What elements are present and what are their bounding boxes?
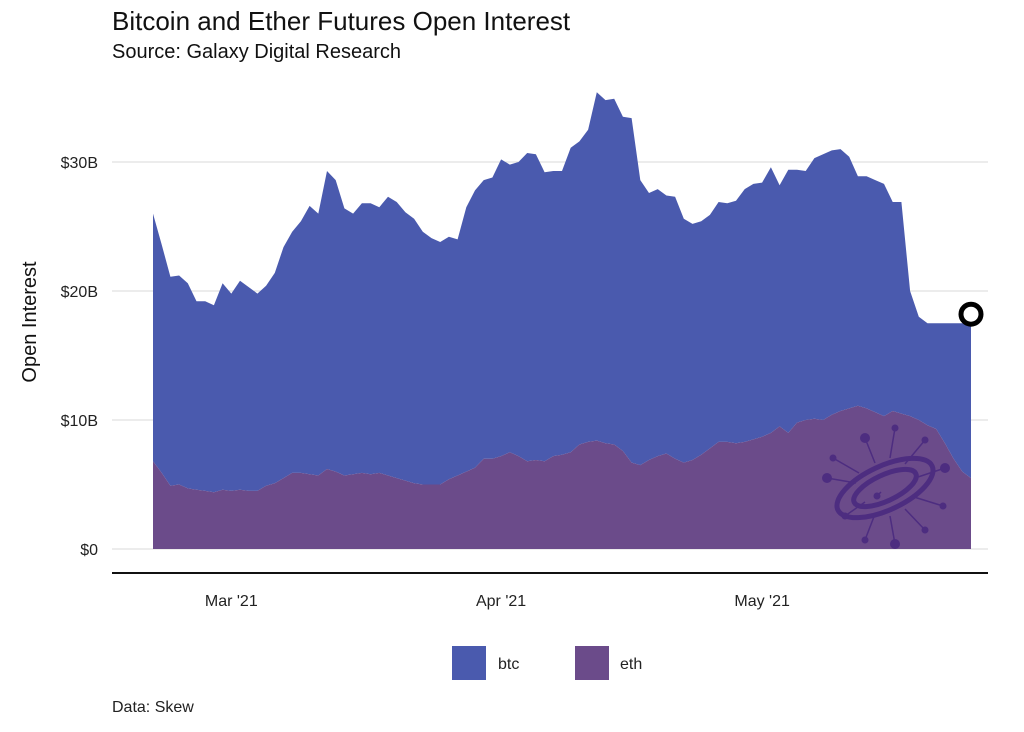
y-axis-label: Open Interest: [19, 261, 41, 383]
area-eth: [153, 405, 971, 549]
legend-label-eth: eth: [620, 656, 642, 673]
legend-label-btc: btc: [498, 656, 519, 673]
highlight-marker: [958, 301, 984, 327]
legend: btc eth: [452, 646, 642, 680]
y-axis-ticks: $0 $10B $20B $30B: [61, 155, 98, 559]
chart-title: Bitcoin and Ether Futures Open Interest: [112, 6, 571, 36]
y-tick-label: $0: [80, 542, 98, 559]
chart-caption: Data: Skew: [112, 699, 194, 716]
y-tick-label: $20B: [61, 284, 98, 301]
x-tick-label: Mar '21: [205, 593, 258, 610]
x-tick-label: Apr '21: [476, 593, 526, 610]
x-axis-ticks: Mar '21 Apr '21 May '21: [205, 593, 790, 610]
galaxy-logo-icon: [822, 424, 950, 549]
chart-subtitle: Source: Galaxy Digital Research: [112, 41, 401, 63]
legend-swatch-eth: [575, 646, 609, 680]
marker: [958, 301, 984, 327]
area-btc: [153, 92, 971, 493]
x-tick-label: May '21: [734, 593, 790, 610]
area-layer: [153, 92, 971, 549]
y-tick-label: $10B: [61, 413, 98, 430]
y-tick-label: $30B: [61, 155, 98, 172]
legend-swatch-btc: [452, 646, 486, 680]
